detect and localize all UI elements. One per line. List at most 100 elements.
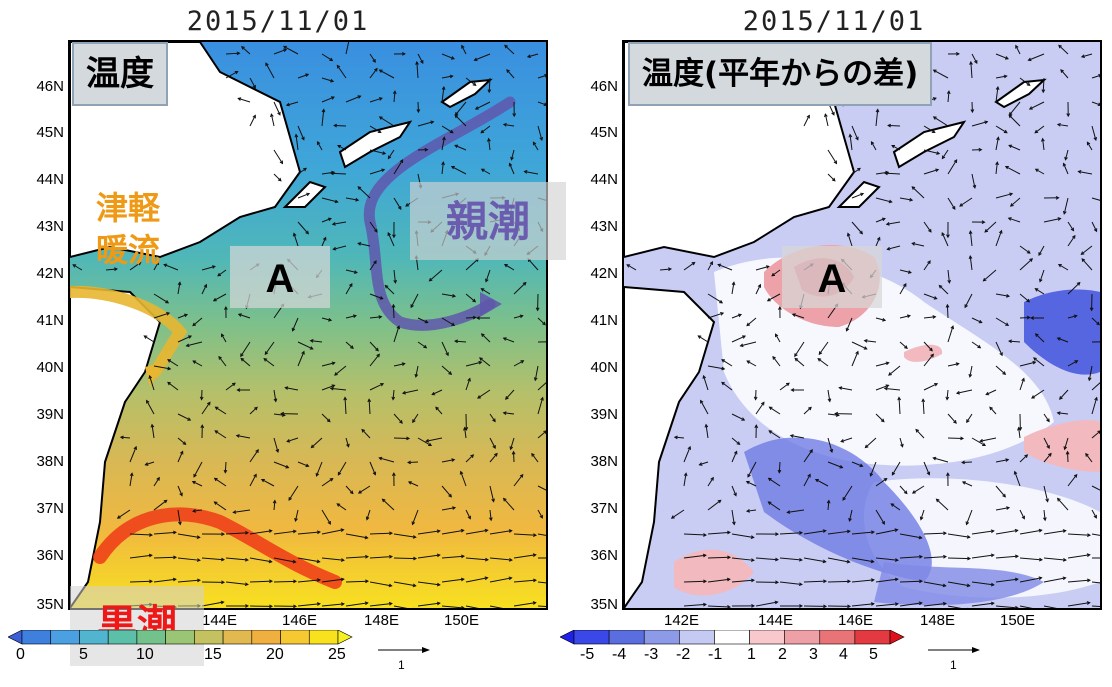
- vector-arrowhead: [236, 388, 241, 392]
- vector-arrowhead: [285, 102, 290, 107]
- colorbar-tick: -4: [612, 646, 627, 663]
- vector-arrowhead: [328, 317, 333, 322]
- lat-label: 39N: [36, 406, 64, 423]
- vector-arrow: [995, 459, 1009, 463]
- vector-arrow: [1091, 317, 1100, 326]
- vector-arrowhead: [720, 312, 725, 316]
- vector-arrow: [321, 218, 332, 223]
- colorbar-swatch: [165, 630, 195, 645]
- vector-arrow: [417, 437, 432, 446]
- vector-arrow: [755, 557, 778, 561]
- vector-arrowhead: [703, 533, 708, 537]
- colorbar-swatch: [573, 630, 610, 645]
- vector-arrow: [489, 485, 495, 502]
- vector-arrowhead: [217, 272, 222, 277]
- vector-arrowhead: [413, 556, 418, 561]
- vector-arrow: [416, 61, 419, 79]
- vector-arrowhead: [990, 529, 995, 534]
- lat-label: 41N: [590, 312, 618, 329]
- vector-arrowhead: [941, 155, 946, 160]
- vector-arrow: [345, 283, 353, 295]
- vector-arrowhead: [900, 443, 904, 448]
- vector-arrow: [923, 581, 946, 587]
- vector-arrowhead: [1077, 170, 1082, 174]
- vector-arrow: [923, 169, 939, 175]
- vector-arrow: [970, 61, 973, 79]
- vector-arrowhead: [955, 390, 960, 395]
- vector-arrow: [995, 578, 1018, 583]
- vector-arrow: [117, 509, 131, 519]
- vector-arrowhead: [703, 579, 708, 584]
- vector-arrowhead: [968, 255, 973, 260]
- vector-arrow: [146, 400, 155, 415]
- vector-arrowhead: [502, 337, 507, 341]
- vector-arrowhead: [1009, 203, 1014, 207]
- vector-arrowhead: [891, 144, 896, 149]
- anomaly-panel: 2015/11/01 46N 45N 44N 43N 42N 41N 40N 3…: [556, 0, 1112, 687]
- vector-arrow: [451, 166, 467, 175]
- vector-arrow: [995, 53, 1009, 60]
- vector-arrow: [779, 557, 802, 561]
- vector-arrow: [1057, 498, 1069, 511]
- vector-arrow: [345, 437, 350, 447]
- vector-arrow: [72, 264, 83, 271]
- vector-arrowhead: [449, 129, 454, 134]
- vector-arrowhead: [961, 481, 966, 485]
- vector-arrow: [317, 141, 323, 151]
- vector-arrowhead: [891, 471, 896, 476]
- vector-arrowhead: [476, 316, 480, 320]
- vector-arrow: [192, 509, 203, 512]
- vector-arrowhead: [847, 579, 852, 584]
- vector-arrowhead: [702, 374, 707, 379]
- vector-arrow: [151, 424, 155, 439]
- vector-arrowhead: [932, 116, 937, 120]
- vector-arrowhead: [484, 576, 489, 581]
- vector-arrowhead: [727, 555, 732, 560]
- vector-arrowhead: [1064, 156, 1068, 161]
- tsugaru-label-line1: 津軽: [96, 189, 161, 227]
- vector-arrowhead: [984, 228, 989, 233]
- vector-arrowhead: [977, 344, 982, 349]
- vector-arrowhead: [286, 439, 291, 443]
- vector-arrow: [933, 457, 949, 463]
- vector-arrowhead: [704, 423, 709, 428]
- vector-arrow: [1064, 437, 1069, 450]
- vector-arrowhead: [355, 197, 360, 202]
- vector-arrow: [1057, 337, 1069, 343]
- vector-arrow: [1019, 529, 1042, 535]
- vector-arrowhead: [329, 386, 334, 391]
- vector-arrow: [455, 340, 467, 343]
- vector-arrow: [946, 389, 949, 400]
- vector-arrow: [1067, 602, 1090, 607]
- vector-arrow: [489, 577, 512, 583]
- vector-arrow: [865, 437, 877, 448]
- vector-arrowhead: [431, 391, 436, 396]
- vector-arrowhead: [946, 90, 951, 95]
- vector-arrowhead: [454, 144, 459, 149]
- vector-arrow: [321, 362, 335, 367]
- vector-arrowhead: [133, 445, 138, 450]
- vector-arrow: [1091, 197, 1100, 201]
- vector-arrow: [192, 360, 203, 367]
- vector-arrow: [995, 86, 999, 103]
- vector-arrowhead: [831, 177, 836, 182]
- vector-arrowhead: [799, 604, 804, 608]
- vector-arrow: [387, 149, 395, 159]
- vector-arrow: [827, 149, 837, 164]
- vector-arrowhead: [959, 203, 964, 207]
- vector-arrow: [441, 365, 452, 375]
- vector-arrow: [321, 509, 331, 525]
- vector-arrow: [1091, 101, 1100, 106]
- vector-arrowhead: [389, 554, 393, 559]
- vector-arrow: [201, 265, 216, 271]
- vector-arrow: [163, 263, 179, 271]
- vector-arrow: [851, 125, 859, 140]
- vector-arrowhead: [178, 521, 182, 526]
- vector-arrowhead: [817, 358, 822, 362]
- vector-arrow: [441, 529, 464, 535]
- vector-arrowhead: [1062, 576, 1067, 581]
- vector-arrow: [333, 245, 347, 250]
- vector-arrowhead: [970, 109, 975, 114]
- vector-arrow: [393, 605, 408, 608]
- lat-label: 36N: [36, 547, 64, 564]
